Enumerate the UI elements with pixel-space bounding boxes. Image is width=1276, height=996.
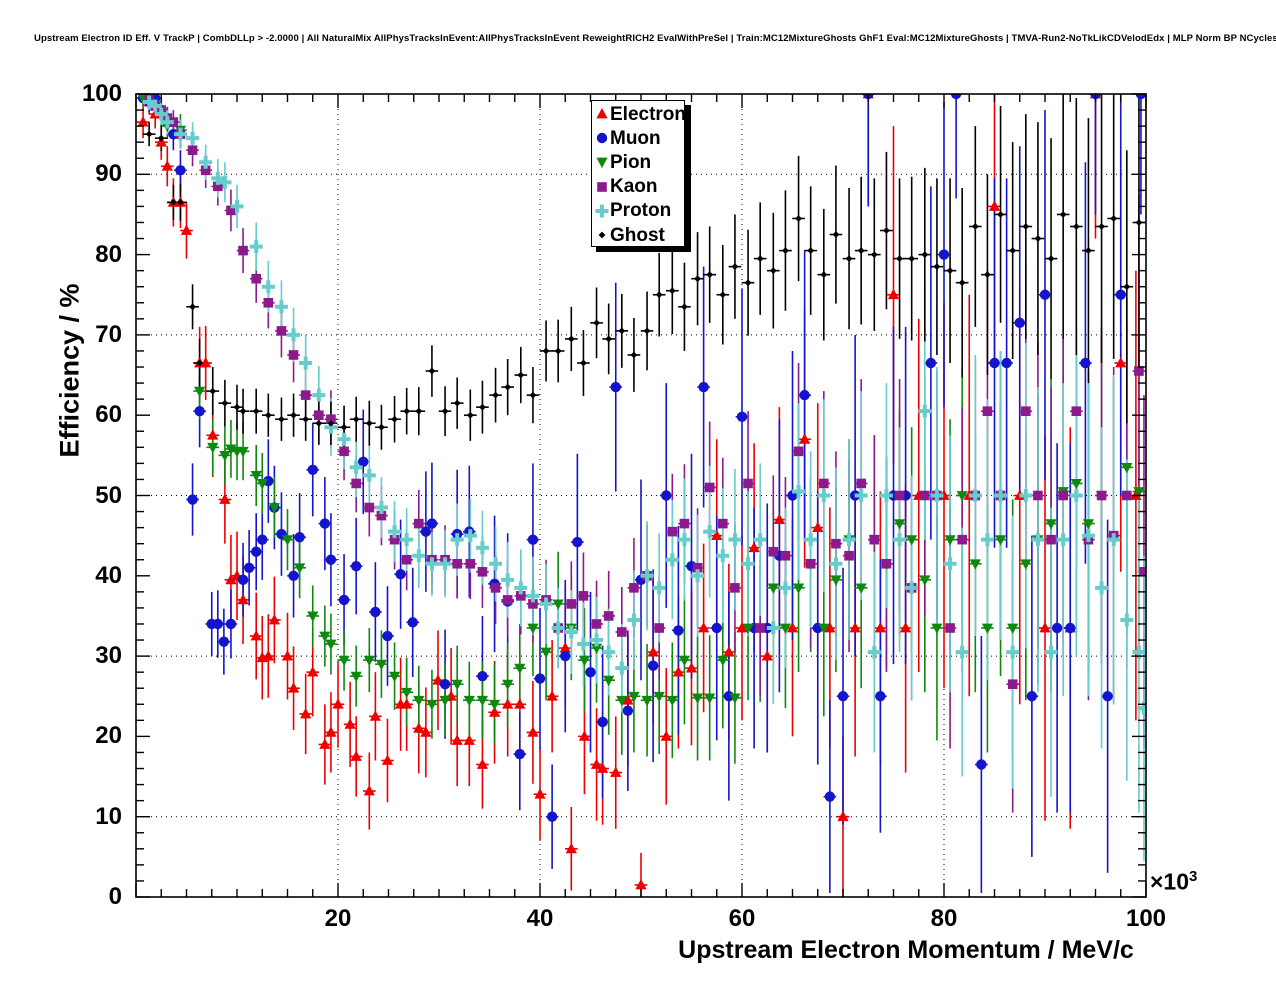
legend-item-electron[interactable]: Electron	[594, 102, 686, 126]
x-tick-label: 100	[1125, 905, 1167, 932]
y-tick-label: 40	[95, 561, 122, 589]
series-markers-proton	[142, 95, 1146, 715]
y-tick-label: 10	[95, 802, 122, 830]
data-markers	[137, 94, 1146, 890]
x-tick-label: 80	[930, 905, 958, 932]
legend-label: Pion	[610, 151, 652, 173]
series-markers-muon	[137, 94, 1146, 822]
legend-label: Kaon	[610, 176, 658, 198]
legend-item-kaon[interactable]: Kaon	[594, 175, 686, 199]
y-tick-label: 60	[95, 401, 122, 429]
y-tick-label: 30	[95, 642, 122, 670]
x-tick-label: 20	[324, 905, 352, 932]
legend-marker-dot-icon	[594, 223, 610, 247]
legend-marker-square-icon	[594, 175, 610, 199]
legend-shadow-bottom	[596, 247, 691, 252]
plot-title: Upstream Electron ID Eff. V TrackP | Com…	[34, 33, 1276, 44]
legend-marker-triangle-up-icon	[594, 102, 610, 126]
x-tick-label: 60	[728, 905, 756, 932]
legend-marker-triangle-down-icon	[594, 150, 610, 174]
legend-item-pion[interactable]: Pion	[594, 150, 686, 174]
legend-label: Proton	[610, 200, 672, 222]
x-axis-label: Upstream Electron Momentum / MeV/c	[678, 936, 1134, 964]
y-tick-label: 20	[95, 722, 122, 750]
axis-frame	[135, 93, 1147, 898]
legend-box: Electron Muon Pion Kaon Proton Ghost	[591, 100, 686, 247]
x-axis-exponent-prefix: ×10	[1150, 868, 1190, 895]
y-tick-label: 80	[95, 240, 122, 268]
legend-label: Ghost	[610, 224, 665, 246]
legend-shadow-right	[685, 105, 691, 252]
y-axis-label: Efficiency / %	[54, 283, 85, 458]
y-tick-label: 100	[81, 80, 122, 107]
legend-item-muon[interactable]: Muon	[594, 126, 686, 150]
series-markers-ghost	[145, 130, 1143, 431]
legend-label: Muon	[610, 127, 661, 149]
x-tick-label: 40	[526, 905, 554, 932]
y-tick-label: 90	[95, 160, 122, 188]
legend-marker-circle-icon	[594, 126, 610, 150]
x-axis-exponent: ×103	[1150, 868, 1197, 896]
y-tick-label: 70	[95, 320, 122, 348]
x-axis-exponent-power: 3	[1189, 868, 1198, 885]
legend-marker-cross-icon	[594, 199, 610, 223]
y-tick-label: 0	[108, 883, 122, 910]
legend-item-proton[interactable]: Proton	[594, 199, 686, 223]
legend-label: Electron	[610, 103, 687, 125]
legend-item-ghost[interactable]: Ghost	[594, 223, 686, 247]
y-tick-label: 50	[95, 481, 122, 509]
